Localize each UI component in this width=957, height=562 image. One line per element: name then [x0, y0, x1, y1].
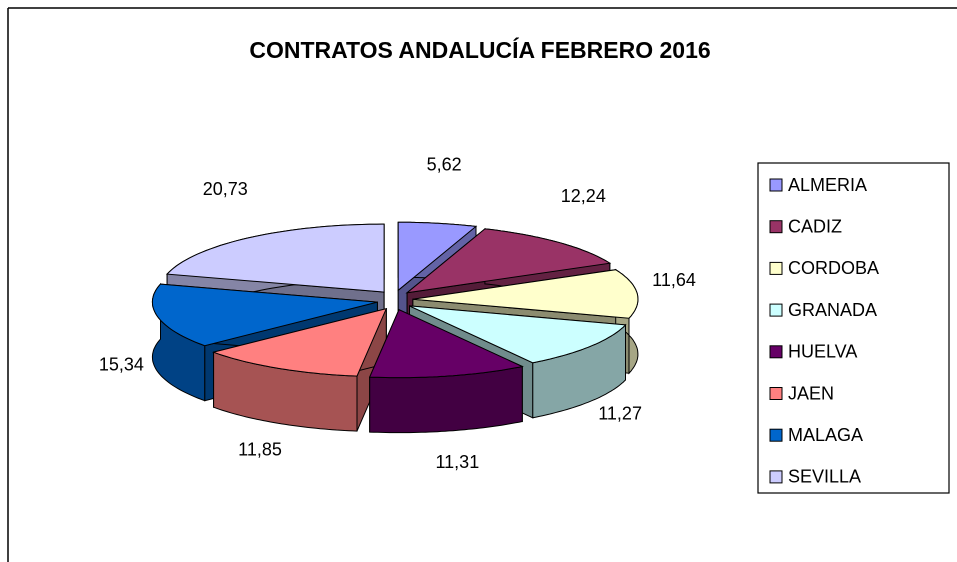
legend-label: CORDOBA: [788, 258, 879, 278]
legend-swatch: [769, 345, 783, 359]
pie-slice: [405, 228, 612, 294]
slice-group: [368, 308, 524, 434]
legend-swatch: [769, 428, 783, 442]
legend-swatch: [769, 178, 783, 192]
chart-title: CONTRATOS ANDALUCÍA FEBRERO 2016: [249, 36, 710, 63]
legend-swatch: [769, 220, 783, 234]
legend-box: [757, 162, 950, 494]
legend-swatch: [769, 470, 783, 484]
data-label: 11,27: [598, 403, 642, 423]
pie-slice: [368, 309, 524, 379]
pie-slice: [397, 221, 478, 292]
data-label: 15,34: [99, 354, 144, 374]
data-label: 5,62: [427, 155, 462, 175]
data-label: 11,64: [652, 270, 696, 290]
pie-slice: [409, 305, 627, 364]
legend-label: JAEN: [788, 383, 834, 403]
legend-label: SEVILLA: [788, 467, 861, 487]
slice-group: [211, 307, 388, 432]
pie-slice: [211, 307, 388, 377]
legend-label: HUELVA: [788, 342, 857, 362]
pie-slice: [165, 223, 385, 293]
legend-label: CADIZ: [788, 216, 842, 236]
legend-swatch: [769, 387, 783, 400]
pie-slice: [412, 269, 639, 319]
data-label: 11,85: [238, 439, 282, 459]
data-label: 20,73: [203, 179, 248, 199]
legend-label: ALMERIA: [788, 175, 867, 195]
legend-swatch: [769, 261, 783, 275]
legend-label: GRANADA: [788, 300, 877, 320]
data-label: 11,31: [436, 452, 480, 472]
legend-label: MALAGA: [788, 425, 863, 445]
data-label: 12,24: [561, 186, 606, 206]
pie-slice: [151, 283, 378, 347]
legend-swatch: [769, 303, 783, 317]
